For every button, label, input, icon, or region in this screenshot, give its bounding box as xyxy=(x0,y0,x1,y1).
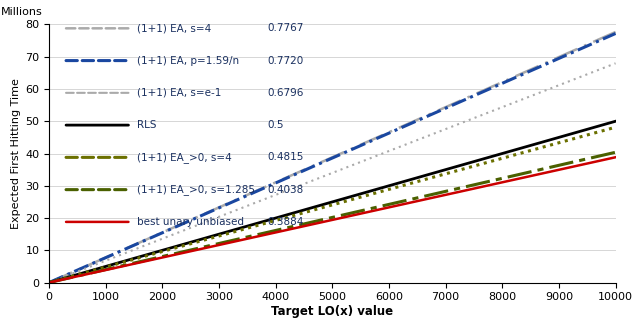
Text: 0.7720: 0.7720 xyxy=(267,56,303,66)
Text: 0.5: 0.5 xyxy=(267,120,284,130)
Text: (1+1) EA_>0, s=1.285: (1+1) EA_>0, s=1.285 xyxy=(137,184,255,195)
Text: Millions: Millions xyxy=(1,7,43,17)
Text: 0.7767: 0.7767 xyxy=(267,23,303,33)
Text: 0.3884: 0.3884 xyxy=(267,217,303,227)
Text: 0.4815: 0.4815 xyxy=(267,152,303,162)
Text: 0.6796: 0.6796 xyxy=(267,88,303,98)
Y-axis label: Expected First Hitting Time: Expected First Hitting Time xyxy=(11,78,21,229)
X-axis label: Target LO(x) value: Target LO(x) value xyxy=(271,305,394,318)
Text: (1+1) EA, p=1.59/n: (1+1) EA, p=1.59/n xyxy=(137,56,239,66)
Text: (1+1) EA, s=e-1: (1+1) EA, s=e-1 xyxy=(137,88,221,98)
Text: RLS: RLS xyxy=(137,120,156,130)
Text: (1+1) EA_>0, s=4: (1+1) EA_>0, s=4 xyxy=(137,152,232,163)
Text: (1+1) EA, s=4: (1+1) EA, s=4 xyxy=(137,23,211,33)
Text: best unary unbiased: best unary unbiased xyxy=(137,217,244,227)
Text: 0.4038: 0.4038 xyxy=(267,185,303,195)
